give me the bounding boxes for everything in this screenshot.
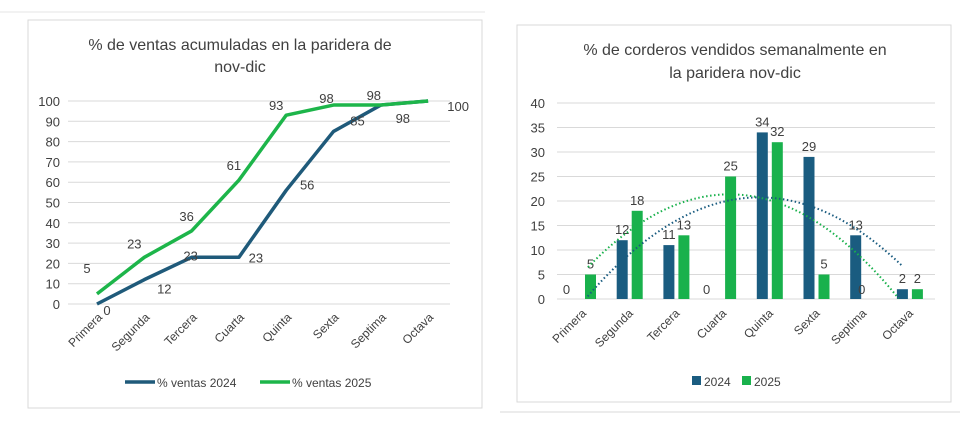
y-tick-label: 80 bbox=[46, 135, 60, 150]
data-label: 5 bbox=[83, 261, 90, 276]
legend-label: % ventas 2025 bbox=[292, 376, 372, 390]
data-label: 12 bbox=[615, 222, 629, 237]
legend-label: 2024 bbox=[704, 375, 731, 389]
y-tick-label: 10 bbox=[531, 243, 545, 258]
bar-2024 bbox=[663, 245, 675, 299]
data-label: 36 bbox=[179, 209, 193, 224]
data-label: 98 bbox=[319, 91, 333, 106]
data-label: 11 bbox=[662, 227, 676, 242]
data-label: 98 bbox=[396, 111, 410, 126]
y-tick-label: 40 bbox=[531, 96, 545, 111]
data-label: 5 bbox=[820, 257, 827, 272]
data-label: 98 bbox=[367, 88, 381, 103]
data-label: 93 bbox=[269, 98, 283, 113]
y-tick-label: 35 bbox=[531, 121, 545, 136]
y-tick-label: 70 bbox=[46, 155, 60, 170]
data-label: 34 bbox=[755, 114, 769, 129]
data-label: 85 bbox=[350, 113, 364, 128]
data-label: 23 bbox=[249, 250, 263, 265]
chart-title: la paridera nov-dic bbox=[669, 65, 801, 82]
y-tick-label: 90 bbox=[46, 114, 60, 129]
y-tick-label: 100 bbox=[38, 94, 60, 109]
data-label: 0 bbox=[563, 282, 570, 297]
series-line-2025 bbox=[95, 99, 429, 296]
y-tick-label: 10 bbox=[46, 277, 60, 292]
y-tick-label: 0 bbox=[53, 297, 60, 312]
line-chart-frame bbox=[27, 19, 483, 409]
data-label: 61 bbox=[227, 158, 241, 173]
chart-title: nov-dic bbox=[214, 59, 266, 76]
chart-title: % de corderos vendidos semanalmente en bbox=[583, 42, 886, 59]
bar-2025 bbox=[771, 142, 783, 299]
y-tick-label: 60 bbox=[46, 175, 60, 190]
data-label: 32 bbox=[770, 124, 784, 139]
data-label: 0 bbox=[103, 303, 110, 318]
trendline-2025 bbox=[587, 193, 900, 299]
data-label: 23 bbox=[127, 236, 141, 251]
bar-2025 bbox=[585, 274, 596, 299]
data-label: 2 bbox=[899, 271, 906, 286]
trendline-2024 bbox=[586, 196, 904, 297]
legend-label: % ventas 2024 bbox=[157, 376, 237, 390]
data-label: 100 bbox=[447, 99, 469, 114]
legend-label: 2025 bbox=[754, 375, 781, 389]
bar-2024 bbox=[756, 132, 768, 299]
data-label: 18 bbox=[630, 193, 644, 208]
bar-2025 bbox=[818, 274, 830, 299]
data-label: 29 bbox=[802, 139, 816, 154]
data-label: 5 bbox=[587, 257, 594, 272]
data-label: 13 bbox=[848, 217, 862, 232]
data-label: 25 bbox=[723, 159, 737, 174]
bar-2025 bbox=[911, 289, 923, 299]
y-tick-label: 20 bbox=[531, 194, 545, 209]
legend-swatch-2024 bbox=[692, 376, 701, 385]
bar-2024 bbox=[896, 289, 908, 299]
bar-2025 bbox=[725, 176, 737, 299]
bar-2024 bbox=[803, 156, 815, 299]
series-line-2024 bbox=[96, 99, 429, 306]
data-label: 13 bbox=[677, 217, 691, 232]
y-tick-label: 25 bbox=[531, 170, 545, 185]
y-tick-label: 5 bbox=[538, 268, 545, 283]
y-tick-label: 30 bbox=[46, 236, 60, 251]
chart-title: % de ventas acumuladas en la paridera de bbox=[88, 37, 391, 54]
y-tick-label: 50 bbox=[46, 196, 60, 211]
data-label: 0 bbox=[858, 282, 865, 297]
y-tick-label: 40 bbox=[46, 216, 60, 231]
y-tick-label: 0 bbox=[538, 292, 545, 307]
y-tick-label: 15 bbox=[531, 219, 545, 234]
bar-2025 bbox=[631, 210, 643, 299]
data-label: 12 bbox=[157, 282, 171, 297]
data-label: 56 bbox=[300, 177, 314, 192]
data-label: 2 bbox=[914, 271, 921, 286]
y-tick-label: 20 bbox=[46, 256, 60, 271]
data-label: 23 bbox=[183, 248, 197, 263]
bar-2024 bbox=[616, 240, 628, 299]
bar-2024 bbox=[850, 235, 862, 299]
data-label: 0 bbox=[703, 282, 710, 297]
y-tick-label: 30 bbox=[531, 145, 545, 160]
bar-2025 bbox=[678, 235, 690, 299]
legend-swatch-2025 bbox=[742, 376, 751, 385]
